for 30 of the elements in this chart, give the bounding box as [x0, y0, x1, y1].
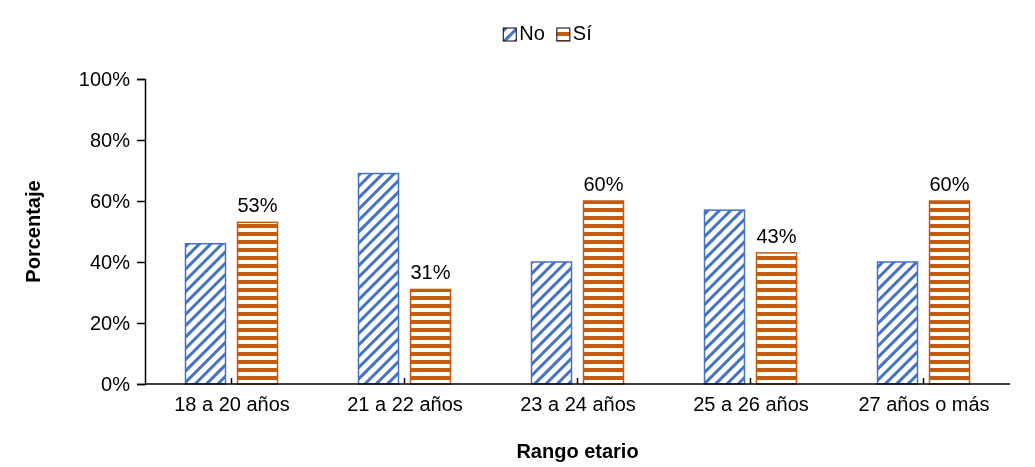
data-label: 43% — [756, 224, 797, 247]
bar — [928, 200, 971, 385]
data-label: 60% — [929, 173, 970, 195]
data-label: 31% — [410, 261, 451, 284]
bar — [530, 261, 573, 385]
y-axis-title: Porcentaje — [22, 180, 44, 283]
x-tick-label: 25 a 26 años — [693, 393, 809, 415]
bar — [409, 288, 452, 385]
bar — [357, 172, 400, 385]
y-tick-label: 60% — [89, 189, 131, 212]
y-tick-label: 40% — [89, 250, 131, 273]
x-tick-label: 23 a 24 años — [520, 393, 636, 415]
data-label: 53% — [237, 194, 278, 217]
y-tick-label: 80% — [89, 128, 131, 151]
x-tick-label: 21 a 22 años — [347, 393, 463, 415]
legend-label: Sí — [572, 22, 593, 44]
bar — [755, 252, 798, 385]
x-axis-title: Rango etario — [516, 440, 639, 462]
bar — [703, 209, 746, 385]
data-label: 60% — [583, 173, 624, 195]
y-tick-label: 20% — [89, 311, 131, 334]
x-tick-label: 27 años o más — [858, 393, 990, 415]
bar — [236, 221, 279, 385]
bar — [582, 200, 625, 385]
y-tick-label: 0% — [101, 372, 131, 395]
legend-label: No — [519, 22, 545, 44]
x-tick-label: 18 a 20 años — [174, 393, 290, 415]
y-tick-label: 100% — [78, 67, 131, 90]
bar — [876, 261, 919, 385]
bar — [184, 242, 227, 385]
